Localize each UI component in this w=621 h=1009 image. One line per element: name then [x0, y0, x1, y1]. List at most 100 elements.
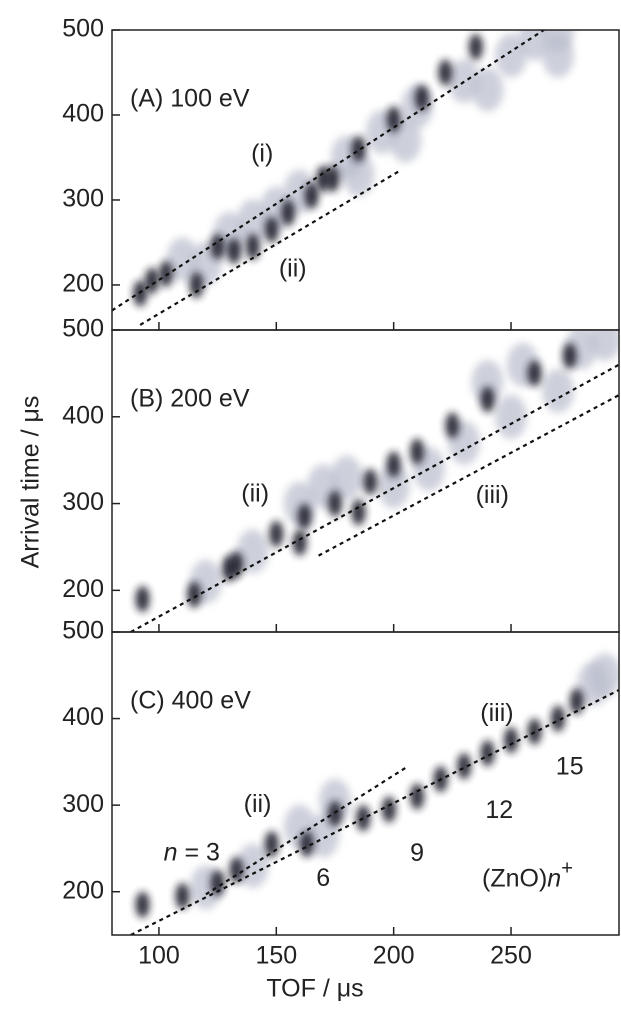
plot-area [130, 653, 619, 935]
y-tick-label: 300 [62, 185, 104, 213]
x-tick-label: 250 [490, 942, 532, 970]
density-spot [264, 831, 279, 858]
density-spot [297, 503, 312, 530]
density-spot [135, 891, 150, 918]
density-spot [292, 529, 307, 556]
y-tick-label: 200 [62, 876, 104, 904]
density-spot [480, 740, 495, 767]
y-tick-label: 500 [62, 315, 104, 343]
guide-line [318, 394, 619, 557]
guide-line [130, 689, 619, 935]
density-spot [245, 233, 260, 260]
density-spot [541, 368, 574, 413]
density-spot [264, 216, 279, 243]
plot-area [112, 30, 574, 326]
y-tick-label: 400 [62, 100, 104, 128]
density-spot [588, 330, 619, 361]
density-spot [410, 783, 425, 810]
density-spot [189, 271, 204, 298]
annotation: (ii) [244, 790, 272, 818]
annotation-part: n [164, 838, 178, 866]
y-axis-label: Arrival time / μs [17, 396, 45, 569]
density-spot [227, 237, 242, 264]
guide-line [139, 169, 402, 326]
annotation: 9 [410, 839, 424, 867]
density-spot [187, 581, 202, 608]
panel-title: (B) 200 eV [130, 385, 250, 413]
density-spot [495, 394, 528, 439]
annotation-part: (ZnO) [482, 864, 547, 892]
density-spot [569, 688, 584, 715]
density-spot [480, 386, 495, 413]
density-spot [527, 360, 542, 387]
density-spot [588, 653, 619, 698]
panel-title: (A) 100 eV [130, 85, 250, 113]
y-tick-label: 500 [62, 15, 104, 43]
density-spot [175, 883, 190, 910]
density-spot [471, 67, 504, 112]
density-spot [410, 438, 425, 465]
density-spot [356, 805, 371, 832]
annotation: (iii) [476, 481, 509, 509]
density-spot [210, 233, 225, 260]
annotation: (ii) [279, 254, 307, 282]
density-spot [299, 831, 314, 858]
annotation: 15 [556, 753, 584, 781]
density-spot [236, 529, 269, 574]
density-spot [414, 84, 429, 111]
density-spot [351, 499, 366, 526]
density-spot [351, 135, 366, 162]
density-spot [325, 165, 340, 192]
x-tick-label: 200 [373, 942, 415, 970]
y-tick-label: 400 [62, 703, 104, 731]
plot-area [130, 330, 619, 632]
x-tick-label: 150 [255, 942, 297, 970]
y-tick-label: 500 [62, 617, 104, 645]
annotation: n = 3 [164, 838, 220, 866]
density-spot [386, 451, 401, 478]
density-spot [304, 182, 319, 209]
density-spot [445, 412, 460, 439]
guide-line [112, 30, 545, 312]
annotation: 12 [485, 796, 513, 824]
density-spot [236, 199, 269, 244]
density-spot [468, 33, 483, 60]
annotation: (i) [251, 140, 273, 168]
density-spot [527, 718, 542, 745]
frame [111, 631, 620, 936]
y-tick-label: 200 [62, 575, 104, 603]
density-spot [135, 586, 150, 613]
density-spot [269, 520, 284, 547]
density-spot [457, 753, 472, 780]
density-spot [504, 727, 519, 754]
density-spot [386, 106, 401, 133]
density-spot [562, 343, 577, 370]
annotation-part: n [547, 864, 561, 892]
density-spot [495, 33, 528, 78]
annotation-part: = 3 [178, 838, 220, 866]
density-spot [541, 33, 574, 78]
density-spot [330, 455, 363, 500]
y-tick-label: 300 [62, 790, 104, 818]
density-spot [342, 152, 375, 197]
density-spot [158, 260, 173, 287]
annotation: (iii) [480, 699, 513, 727]
density-spot [281, 199, 296, 226]
density-spot [363, 468, 378, 495]
annotation: (ZnO)n+ [482, 858, 573, 892]
density-spot [381, 796, 396, 823]
density-spot [327, 490, 342, 517]
density-spot [229, 551, 244, 578]
density-spot [471, 360, 504, 405]
annotation: 6 [316, 864, 330, 892]
y-tick-label: 300 [62, 488, 104, 516]
density-spot [377, 464, 410, 509]
density-spot [550, 705, 565, 732]
x-tick-label: 100 [138, 942, 180, 970]
x-axis-label: TOF / μs [266, 975, 363, 1003]
annotation-part: + [561, 858, 573, 880]
density-spot [438, 59, 453, 86]
density-spot [144, 267, 159, 294]
y-tick-label: 200 [62, 270, 104, 298]
